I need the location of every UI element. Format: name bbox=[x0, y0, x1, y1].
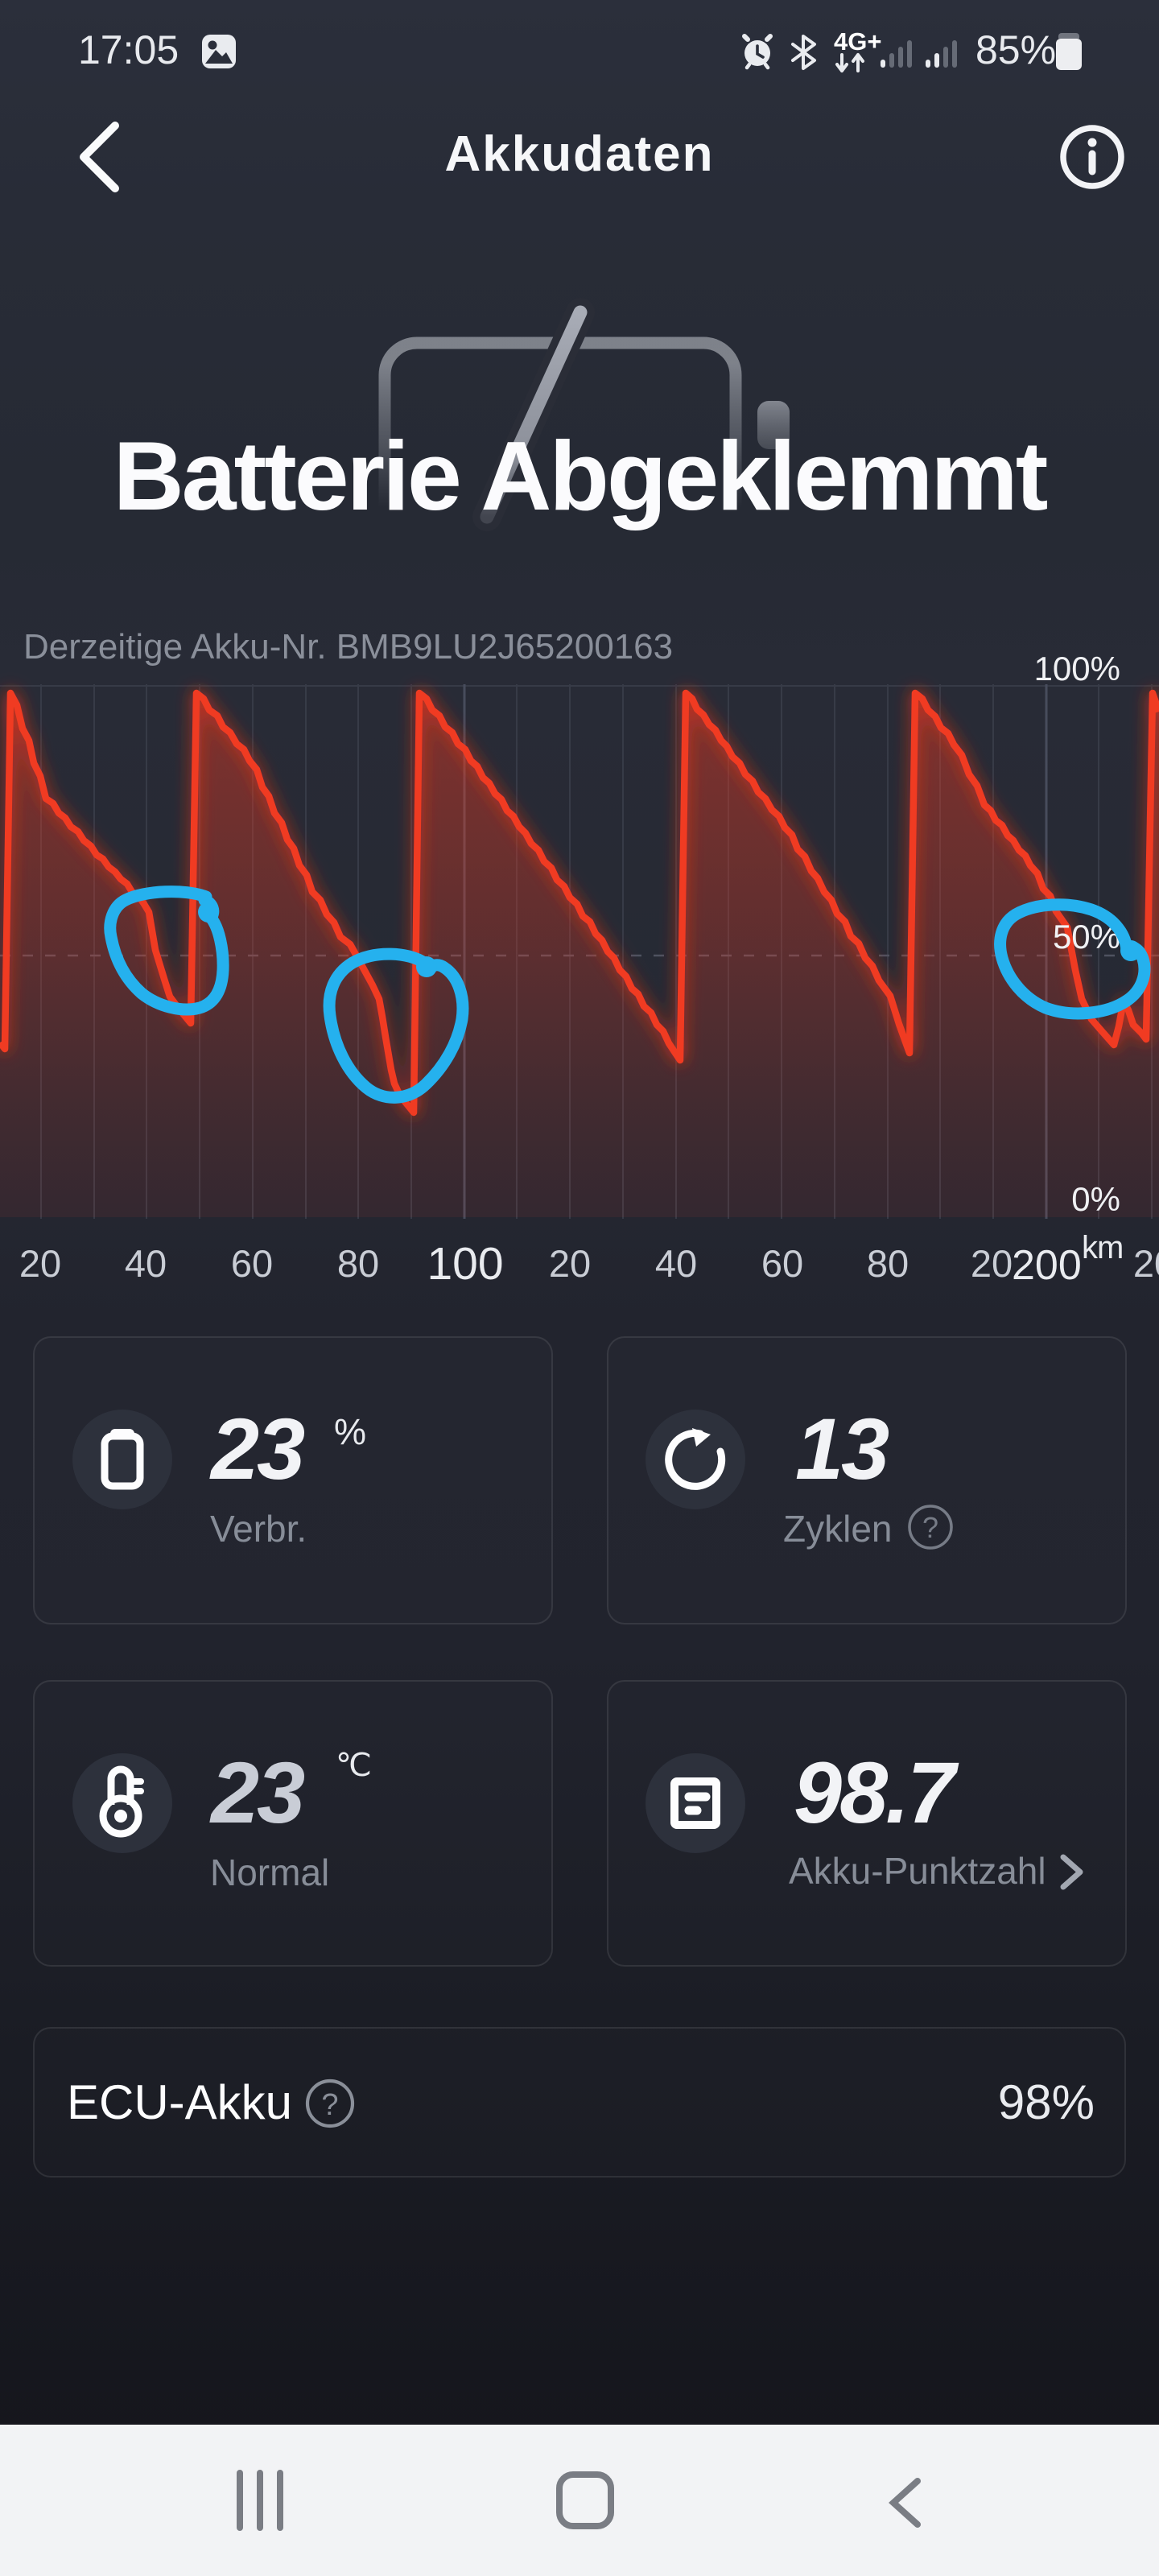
svg-text:80: 80 bbox=[337, 1242, 379, 1285]
svg-text:20: 20 bbox=[549, 1242, 591, 1285]
svg-text:?: ? bbox=[922, 1511, 938, 1544]
svg-text:40: 40 bbox=[655, 1242, 697, 1285]
svg-text:200: 200 bbox=[1012, 1242, 1082, 1289]
svg-text:60: 60 bbox=[761, 1242, 803, 1285]
svg-text:?: ? bbox=[321, 2088, 338, 2122]
svg-text:100: 100 bbox=[427, 1238, 503, 1290]
svg-text:80: 80 bbox=[867, 1242, 909, 1285]
svg-text:20: 20 bbox=[971, 1242, 1013, 1285]
svg-text:0%: 0% bbox=[1071, 1180, 1120, 1218]
svg-text:60: 60 bbox=[231, 1242, 273, 1285]
svg-text:km: km bbox=[1082, 1230, 1123, 1265]
svg-text:40: 40 bbox=[125, 1242, 167, 1285]
svg-text:20: 20 bbox=[19, 1242, 61, 1285]
svg-text:100%: 100% bbox=[1034, 650, 1120, 687]
svg-text:4G+: 4G+ bbox=[834, 27, 881, 56]
svg-text:20: 20 bbox=[1133, 1242, 1159, 1285]
